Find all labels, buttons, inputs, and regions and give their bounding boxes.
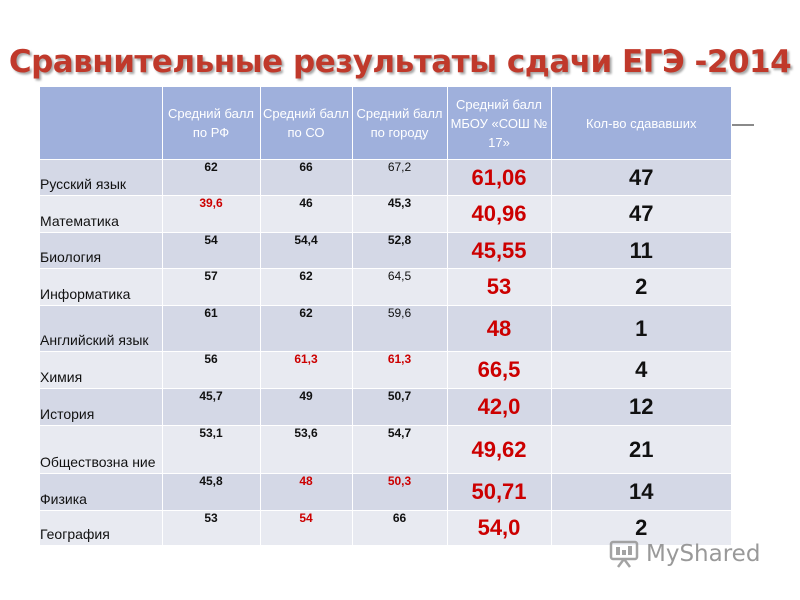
score-city-cell: 50,3 (352, 473, 448, 511)
page-title: Сравнительные результаты сдачи ЕГЭ -2014 (8, 44, 792, 80)
subject-cell: География (40, 510, 163, 545)
subject-cell: Информатика (40, 268, 163, 306)
subject-cell: Математика (40, 195, 163, 233)
score-so-cell: 66 (260, 159, 353, 196)
participants-count-cell: 1 (551, 305, 731, 352)
score-rf-cell: 45,7 (162, 388, 261, 426)
school-score-cell: 53 (447, 268, 552, 306)
score-so-cell: 54 (260, 510, 353, 545)
subject-cell: Биология (40, 232, 163, 269)
score-so-cell: 62 (260, 305, 353, 352)
school-score-cell: 61,06 (447, 159, 552, 196)
table-row: Биология 54 54,4 52,8 45,55 11 (40, 232, 731, 269)
score-rf-cell: 62 (162, 159, 261, 196)
score-rf-cell: 53 (162, 510, 261, 545)
table-row: Английский язык 61 62 59,6 48 1 (40, 305, 731, 352)
score-so-cell: 53,6 (260, 425, 353, 474)
school-score-cell: 49,62 (447, 425, 552, 474)
school-score-cell: 45,55 (447, 232, 552, 269)
score-rf-cell: 56 (162, 351, 261, 389)
participants-count-cell: 2 (551, 268, 731, 306)
participants-count-cell: 12 (551, 388, 731, 426)
participants-count-cell: 14 (551, 473, 731, 511)
header-cell-subject (40, 87, 163, 160)
score-city-cell: 66 (352, 510, 448, 545)
score-city-cell: 67,2 (352, 159, 448, 196)
table-row: Информатика 57 62 64,5 53 2 (40, 268, 731, 306)
table-row: Русский язык 62 66 67,2 61,06 47 (40, 159, 731, 196)
score-so-cell: 54,4 (260, 232, 353, 269)
school-score-cell: 50,71 (447, 473, 552, 511)
score-rf-cell: 39,6 (162, 195, 261, 233)
score-city-cell: 50,7 (352, 388, 448, 426)
header-cell-count: Кол-во сдававших (551, 87, 731, 160)
score-so-cell: 48 (260, 473, 353, 511)
school-score-cell: 66,5 (447, 351, 552, 389)
participants-count-cell: 47 (551, 195, 731, 233)
subject-cell: Русский язык (40, 159, 163, 196)
table-row: Математика 39,6 46 45,3 40,96 47 (40, 195, 731, 233)
results-table: Средний балл по РФ Средний балл по СО Ср… (40, 87, 731, 545)
subject-cell: Английский язык (40, 305, 163, 352)
score-city-cell: 45,3 (352, 195, 448, 233)
score-rf-cell: 57 (162, 268, 261, 306)
table-row: География 53 54 66 54,0 2 (40, 510, 731, 545)
school-score-cell: 54,0 (447, 510, 552, 545)
score-city-cell: 61,3 (352, 351, 448, 389)
header-cell-city: Средний балл по городу (352, 87, 448, 160)
subject-cell: Химия (40, 351, 163, 389)
table-row: Обществозна ние 53,1 53,6 54,7 49,62 21 (40, 425, 731, 474)
decorative-line (732, 124, 754, 126)
score-city-cell: 52,8 (352, 232, 448, 269)
score-rf-cell: 61 (162, 305, 261, 352)
score-so-cell: 61,3 (260, 351, 353, 389)
participants-count-cell: 47 (551, 159, 731, 196)
score-so-cell: 49 (260, 388, 353, 426)
score-rf-cell: 53,1 (162, 425, 261, 474)
header-cell-so: Средний балл по СО (260, 87, 353, 160)
table-row: Химия 56 61,3 61,3 66,5 4 (40, 351, 731, 389)
participants-count-cell: 11 (551, 232, 731, 269)
header-cell-school: Средний балл МБОУ «СОШ № 17» (447, 87, 552, 160)
subject-cell: История (40, 388, 163, 426)
score-rf-cell: 45,8 (162, 473, 261, 511)
score-rf-cell: 54 (162, 232, 261, 269)
school-score-cell: 42,0 (447, 388, 552, 426)
school-score-cell: 40,96 (447, 195, 552, 233)
table-header-row: Средний балл по РФ Средний балл по СО Ср… (40, 87, 731, 160)
table-row: Физика 45,8 48 50,3 50,71 14 (40, 473, 731, 511)
school-score-cell: 48 (447, 305, 552, 352)
score-city-cell: 59,6 (352, 305, 448, 352)
participants-count-cell: 21 (551, 425, 731, 474)
header-cell-rf: Средний балл по РФ (162, 87, 261, 160)
watermark-text: MyShared (646, 541, 761, 567)
participants-count-cell: 2 (551, 510, 731, 545)
subject-cell: Обществозна ние (40, 425, 163, 474)
participants-count-cell: 4 (551, 351, 731, 389)
presentation-board-icon (609, 540, 639, 568)
score-so-cell: 62 (260, 268, 353, 306)
subject-cell: Физика (40, 473, 163, 511)
score-city-cell: 54,7 (352, 425, 448, 474)
score-so-cell: 46 (260, 195, 353, 233)
score-city-cell: 64,5 (352, 268, 448, 306)
watermark: MyShared (608, 537, 760, 571)
table-row: История 45,7 49 50,7 42,0 12 (40, 388, 731, 426)
